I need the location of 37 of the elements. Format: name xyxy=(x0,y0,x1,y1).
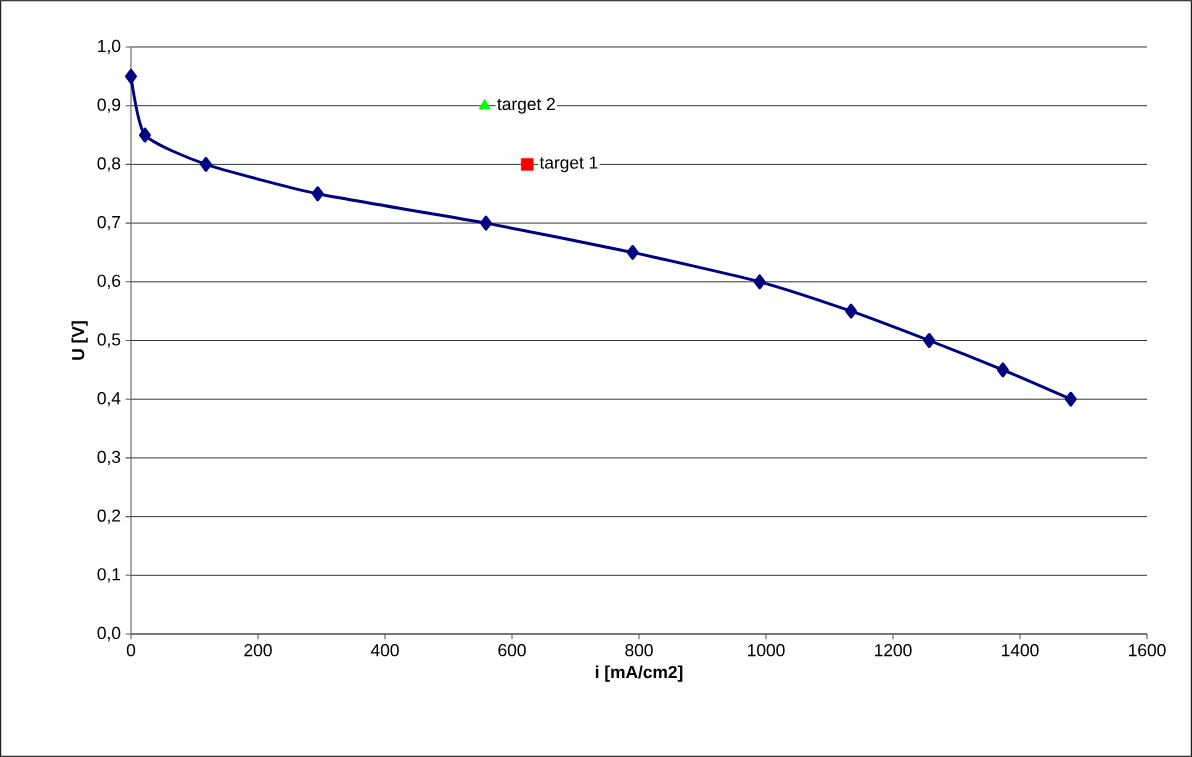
y-tick-label: 0,2 xyxy=(97,509,121,524)
point xyxy=(1064,391,1077,407)
x-tick-label: 600 xyxy=(498,644,526,657)
y-tick-label: 0,0 xyxy=(97,626,121,642)
point xyxy=(626,244,639,260)
x-tick-label: 400 xyxy=(370,644,399,657)
x-tick-label: 800 xyxy=(625,644,653,657)
x-tick-label: 0 xyxy=(126,644,136,657)
point xyxy=(311,186,324,202)
point xyxy=(996,362,1009,378)
point xyxy=(139,127,151,143)
y-tick-label: 0,6 xyxy=(97,274,121,289)
point xyxy=(478,98,491,110)
y-tick-label: 0,1 xyxy=(97,568,121,583)
point xyxy=(480,215,492,231)
series-label: target 2 xyxy=(497,97,555,114)
point xyxy=(125,68,137,84)
y-axis-title: U [V] xyxy=(71,321,88,360)
point xyxy=(753,274,766,290)
point xyxy=(199,156,212,172)
x-tick-label: 1000 xyxy=(748,644,785,657)
y-tick-label: 1,0 xyxy=(98,39,121,55)
y-tick-label: 0,5 xyxy=(97,333,121,348)
y-tick-label: 0,4 xyxy=(97,392,121,407)
x-tick-label: 1400 xyxy=(1002,644,1039,657)
y-tick-label: 0,7 xyxy=(97,215,121,231)
x-axis-title: i [mA/cm2] xyxy=(595,665,683,682)
x-tick-label: 1600 xyxy=(1129,644,1166,657)
y-tick-label: 0,3 xyxy=(97,450,121,466)
x-tick-label: 200 xyxy=(244,644,272,657)
y-tick-label: 0,9 xyxy=(97,98,121,113)
x-tick-label: 1200 xyxy=(875,644,912,657)
y-tick-label: 0,8 xyxy=(97,157,121,172)
point xyxy=(845,303,858,319)
point xyxy=(520,158,534,171)
point xyxy=(923,333,936,348)
series-label: target 1 xyxy=(539,156,598,173)
